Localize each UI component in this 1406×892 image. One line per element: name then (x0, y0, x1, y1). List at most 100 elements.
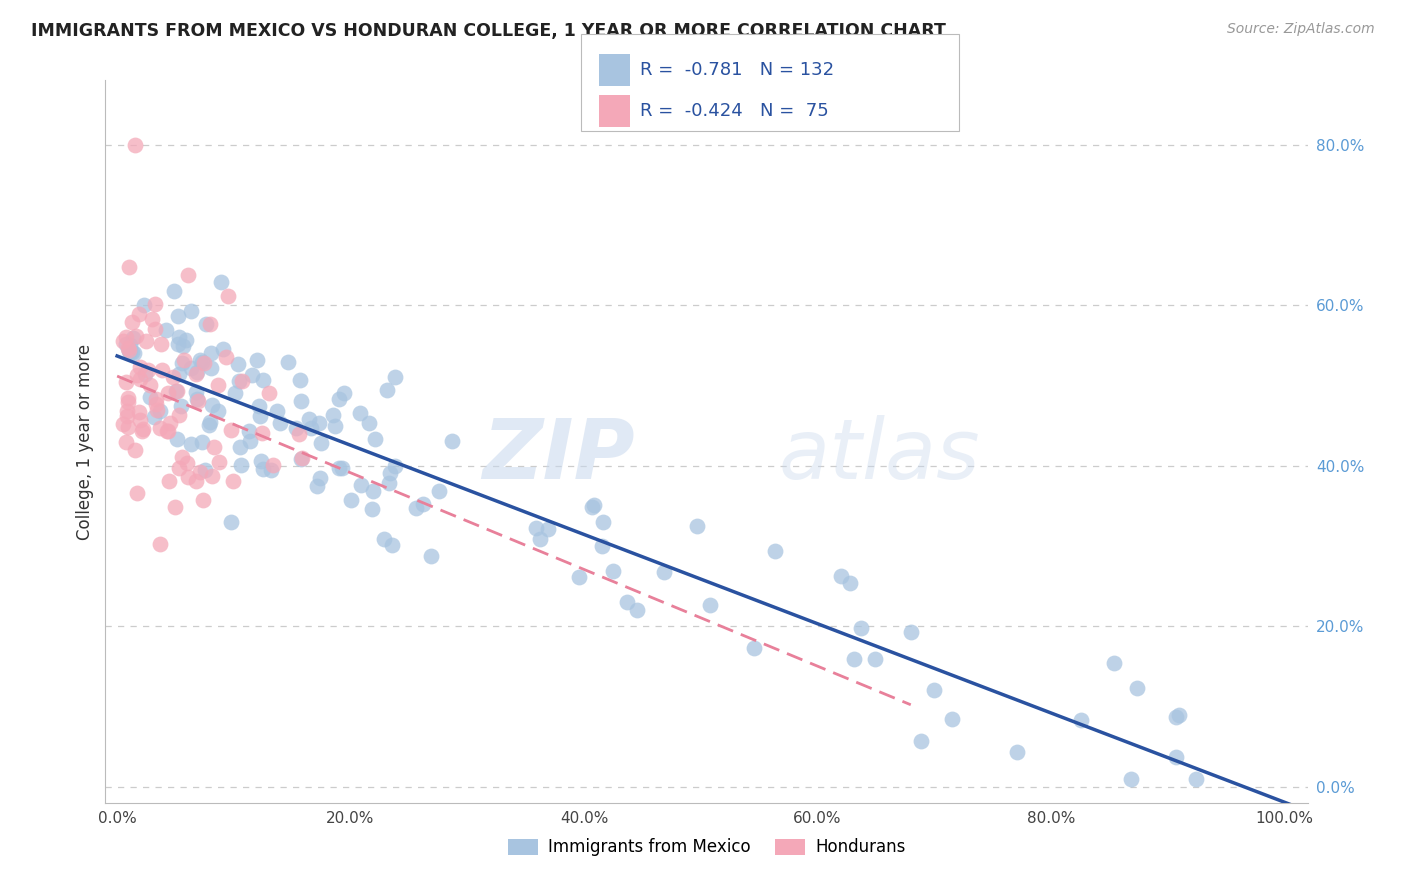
Point (224, 386, 246, 401)
Point (1102, 656, 1125, 670)
Point (330, 461, 353, 475)
Point (145, 396, 167, 410)
Point (170, 450, 193, 465)
Point (246, 352, 269, 367)
Point (190, 355, 212, 369)
Point (127, 486, 149, 500)
Point (238, 425, 260, 439)
Point (186, 392, 208, 406)
Point (202, 440, 225, 454)
Point (115, 409, 138, 423)
Point (375, 383, 398, 397)
Point (349, 406, 371, 420)
Point (910, 734, 932, 748)
Point (652, 565, 675, 579)
Point (249, 399, 271, 413)
Point (193, 356, 215, 370)
Point (427, 484, 450, 499)
Point (308, 471, 330, 485)
Point (290, 451, 312, 466)
Point (122, 346, 145, 360)
Point (602, 565, 624, 579)
Point (143, 297, 166, 311)
Point (231, 374, 253, 388)
Point (1164, 749, 1187, 764)
Point (308, 416, 330, 430)
Point (135, 334, 157, 349)
Point (173, 352, 195, 367)
Point (211, 342, 233, 356)
Point (115, 375, 138, 389)
Point (117, 394, 139, 409)
Point (686, 519, 709, 533)
Point (277, 355, 299, 369)
Point (128, 372, 150, 386)
Point (188, 465, 211, 479)
Point (155, 323, 177, 337)
Point (377, 475, 399, 490)
Point (941, 712, 963, 726)
Point (844, 652, 866, 666)
Point (166, 433, 188, 447)
Point (350, 478, 373, 492)
Text: R =  -0.781   N = 132: R = -0.781 N = 132 (640, 62, 834, 79)
Point (339, 492, 361, 507)
Point (136, 363, 159, 377)
Point (269, 416, 291, 430)
Point (219, 424, 242, 438)
Point (138, 390, 160, 404)
Point (333, 386, 356, 401)
Point (163, 500, 186, 515)
Point (194, 463, 217, 477)
Point (291, 450, 314, 465)
Point (143, 322, 166, 336)
Point (228, 374, 250, 388)
Point (219, 515, 242, 529)
Point (301, 421, 323, 435)
Point (129, 413, 152, 427)
Point (364, 432, 387, 446)
Point (132, 298, 155, 312)
Text: Source: ZipAtlas.com: Source: ZipAtlas.com (1227, 22, 1375, 37)
Point (384, 369, 406, 384)
Point (111, 417, 134, 432)
Point (260, 463, 283, 477)
Text: atlas: atlas (779, 416, 980, 497)
Point (117, 391, 139, 405)
Point (149, 537, 172, 551)
Point (1184, 772, 1206, 786)
Point (149, 421, 172, 435)
Point (328, 392, 350, 406)
Point (117, 420, 139, 434)
Point (141, 311, 163, 326)
Point (159, 475, 181, 489)
Point (198, 415, 221, 429)
Point (420, 549, 443, 563)
Point (328, 461, 350, 475)
Point (1070, 714, 1092, 728)
Point (146, 403, 169, 417)
Point (384, 458, 406, 473)
Point (167, 330, 190, 344)
Point (537, 522, 560, 536)
Point (309, 435, 332, 450)
Point (359, 417, 381, 431)
Point (145, 392, 167, 406)
Point (208, 455, 231, 469)
Point (922, 682, 945, 697)
Point (226, 358, 249, 372)
Point (581, 500, 603, 514)
Point (186, 384, 208, 399)
Point (198, 418, 221, 433)
Legend: Immigrants from Mexico, Hondurans: Immigrants from Mexico, Hondurans (501, 831, 912, 863)
Point (266, 404, 288, 418)
Point (763, 544, 786, 558)
Point (118, 343, 141, 358)
Text: IMMIGRANTS FROM MEXICO VS HONDURAN COLLEGE, 1 YEAR OR MORE CORRELATION CHART: IMMIGRANTS FROM MEXICO VS HONDURAN COLLE… (31, 22, 946, 40)
Point (121, 345, 143, 359)
Point (250, 425, 273, 440)
Point (900, 625, 922, 640)
Y-axis label: College, 1 year or more: College, 1 year or more (76, 343, 94, 540)
Point (180, 437, 202, 451)
Point (122, 330, 145, 344)
